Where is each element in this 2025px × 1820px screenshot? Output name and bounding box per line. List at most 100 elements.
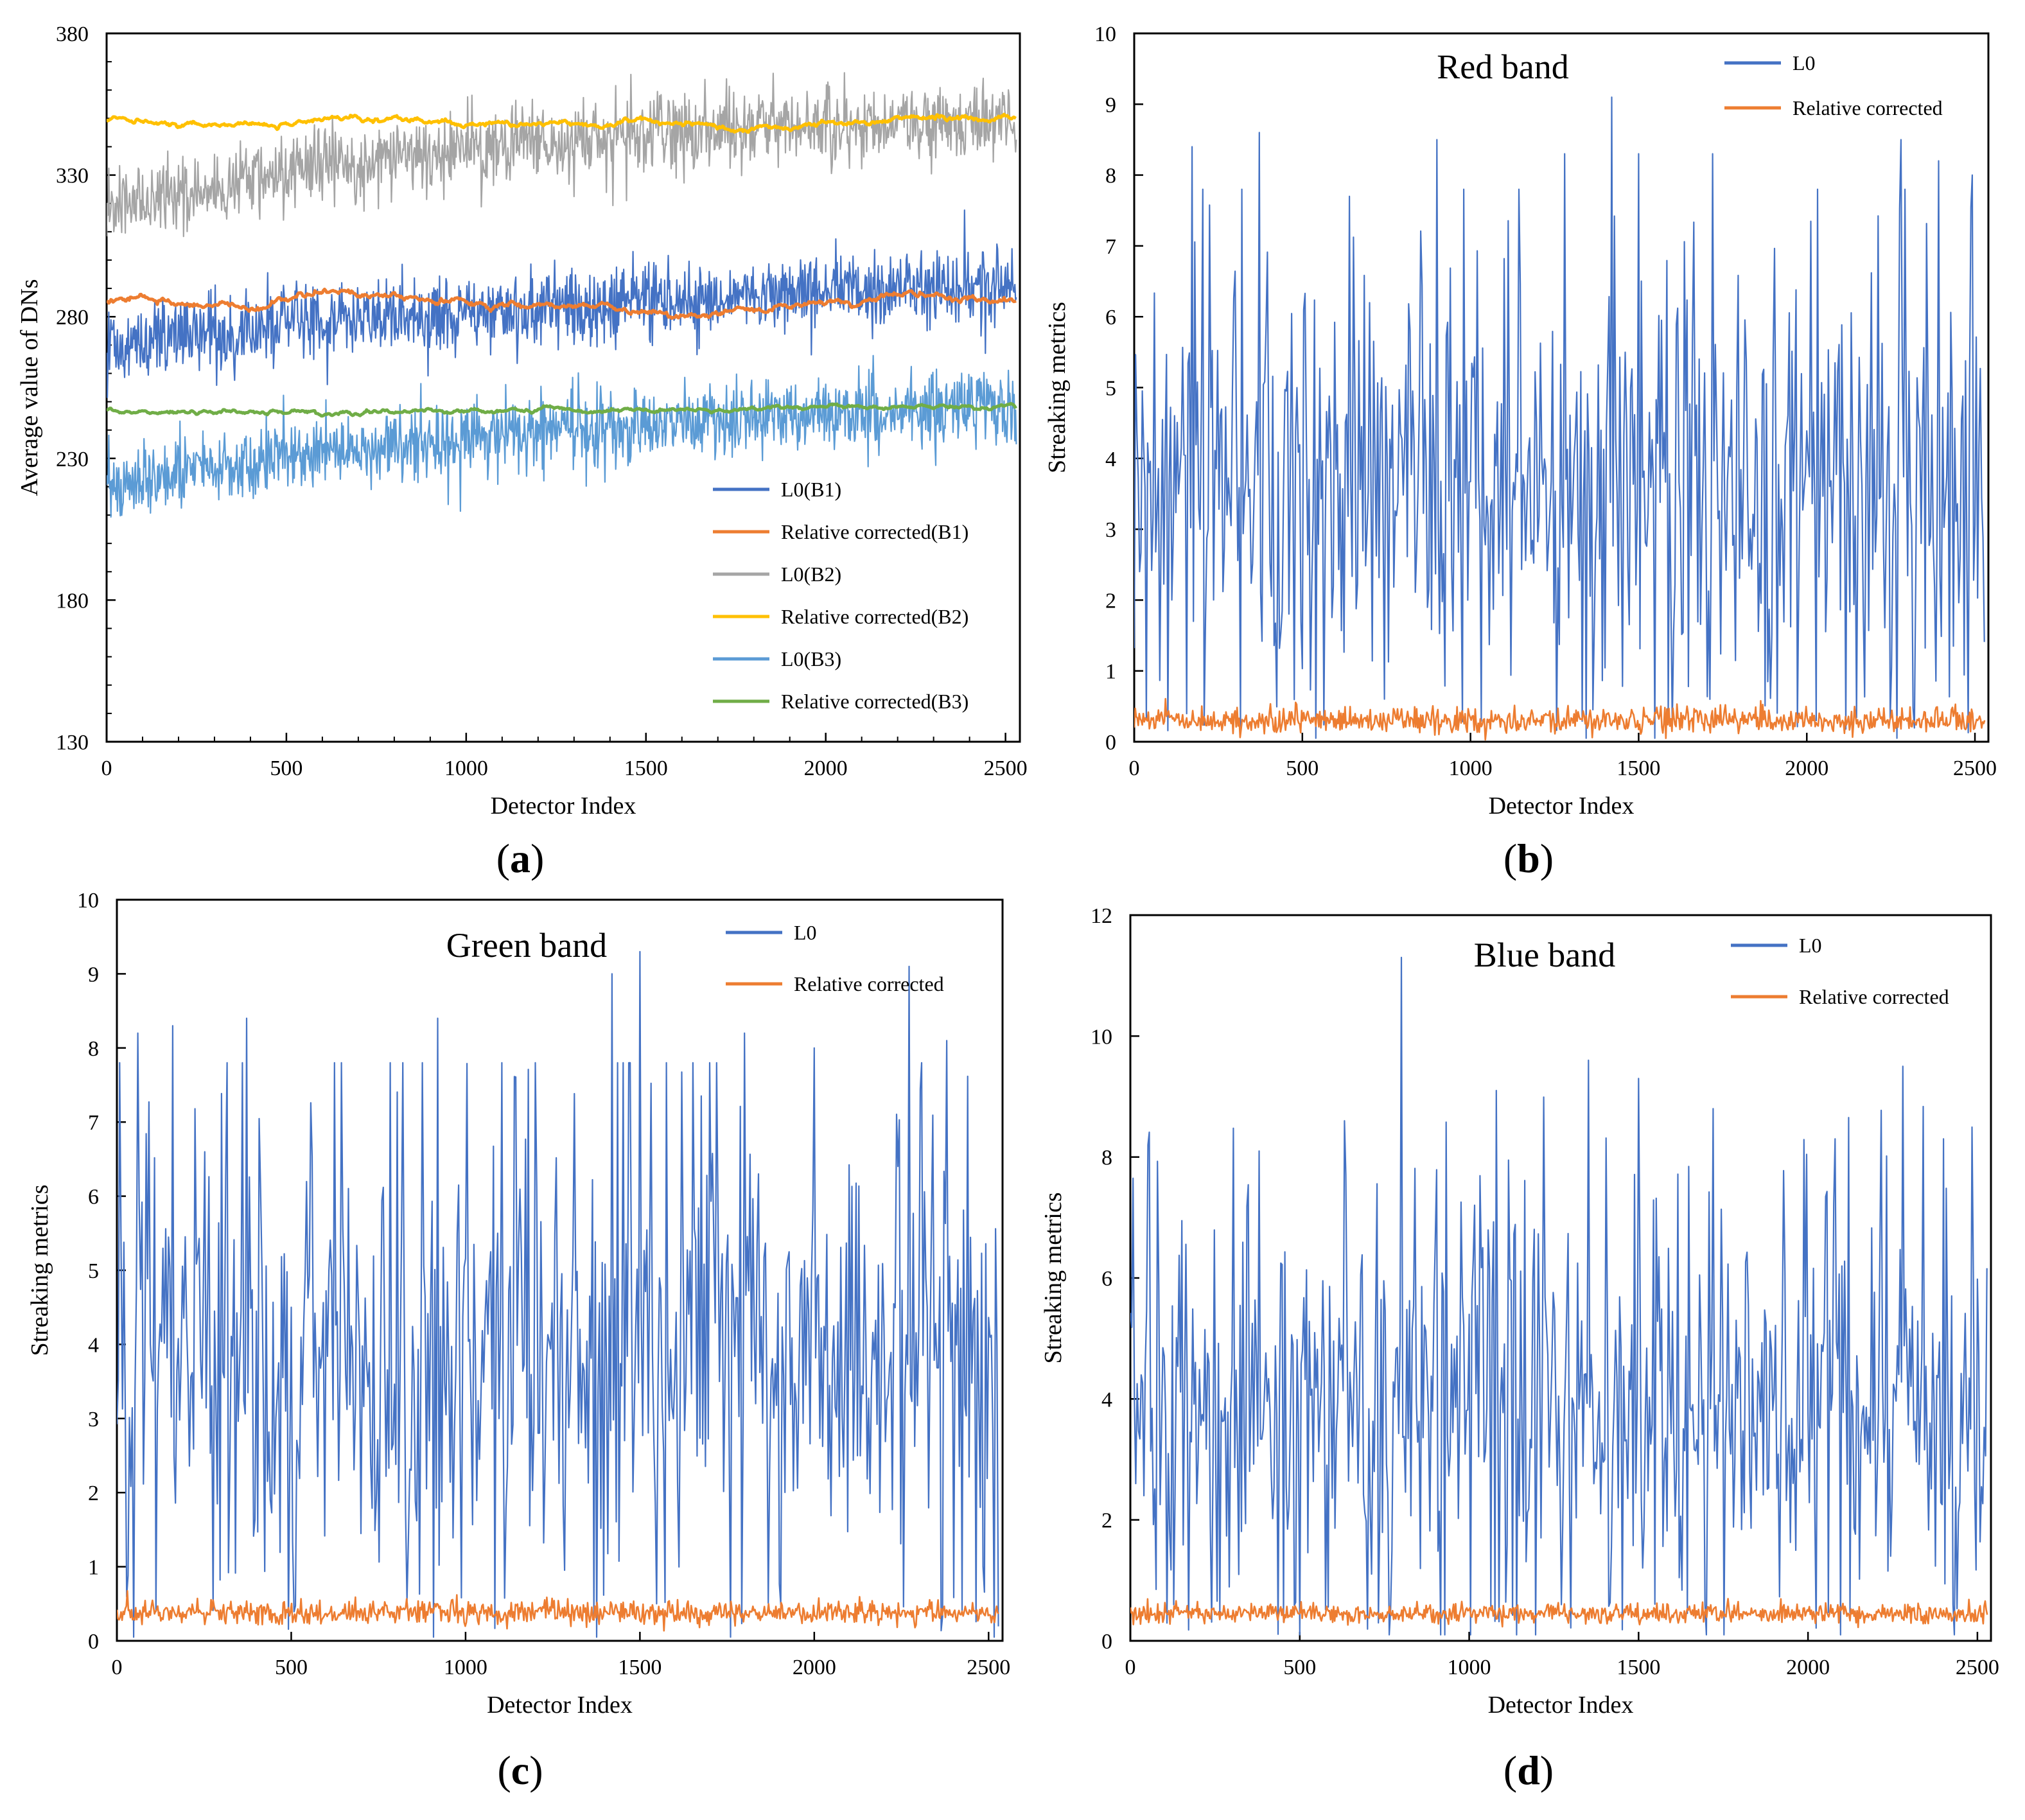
- chart-title: Green band: [446, 926, 607, 965]
- y-tick-label: 7: [88, 1111, 99, 1135]
- chart-title: Red band: [1437, 48, 1568, 86]
- legend-label: L0: [794, 921, 817, 944]
- legend-label: L0: [1799, 934, 1822, 957]
- legend-label: L0(B2): [781, 563, 841, 586]
- chart-panel-c: 0 1 2 3 4 5 6 7 8 9 10 0 500 1000 1500 2000 2500 Detector…: [0, 889, 1028, 1820]
- chart-panel-b: 0 1 2 3 4 5 6 7 8 9 10 0 500 1000 1500 2000 2500 Detector…: [1028, 0, 2025, 899]
- legend-label: Relative corrected(B2): [781, 605, 969, 628]
- y-tick-label: 9: [1105, 93, 1116, 117]
- y-tick-label: 6: [1101, 1267, 1112, 1291]
- legend-label: Relative corrected(B3): [781, 690, 969, 713]
- chart-title: Blue band: [1474, 936, 1615, 974]
- y-tick-label: 6: [1105, 306, 1116, 329]
- x-tick-label: 1500: [618, 1656, 662, 1679]
- series-line: [1134, 96, 1985, 739]
- series-line: [1134, 697, 1986, 741]
- x-tick-label: 2500: [1953, 757, 1997, 780]
- x-tick-label: 0: [101, 757, 112, 780]
- y-tick-label: 10: [1094, 22, 1116, 46]
- x-tick-label: 1000: [444, 757, 488, 780]
- y-axis-label: Streaking metrics: [26, 1185, 53, 1356]
- series-line: [117, 1589, 999, 1632]
- legend-label: Relative corrected: [1793, 96, 1943, 119]
- y-tick-label: 9: [88, 963, 99, 986]
- x-tick-label: 0: [1129, 757, 1140, 780]
- y-tick-label: 6: [88, 1186, 99, 1209]
- series-line: [107, 112, 1017, 134]
- x-tick-label: 2500: [967, 1656, 1010, 1679]
- chart-c: 0 1 2 3 4 5 6 7 8 9 10 0 500 1000 1500 2000 2500 Detector…: [26, 889, 1010, 1719]
- y-tick-label: 2: [1105, 589, 1116, 613]
- x-tick-label: 1000: [1449, 757, 1493, 780]
- series-line: [107, 72, 1017, 238]
- y-axis-label: Streaking metrics: [1040, 1193, 1067, 1364]
- series-line: [117, 950, 999, 1638]
- y-tick-label: 8: [1105, 164, 1116, 188]
- y-tick-label: 130: [56, 731, 89, 755]
- legend-label: Relative corrected(B1): [781, 520, 969, 543]
- y-tick-label: 7: [1105, 235, 1116, 259]
- x-tick-label: 500: [1283, 1656, 1316, 1679]
- y-tick-label: 330: [56, 164, 89, 188]
- x-tick-label: 500: [270, 757, 302, 780]
- y-tick-label: 380: [56, 22, 89, 46]
- caption-d: (d): [1503, 1747, 1554, 1793]
- x-tick-label: 2000: [1786, 1656, 1830, 1679]
- x-tick-label: 2000: [804, 757, 848, 780]
- x-tick-label: 1000: [444, 1656, 487, 1679]
- series-line: [1130, 1598, 1988, 1629]
- y-tick-label: 5: [88, 1259, 99, 1283]
- y-tick-label: 4: [88, 1333, 99, 1357]
- legend-label: L0(B3): [781, 647, 841, 670]
- x-tick-label: 0: [112, 1656, 123, 1679]
- x-tick-label: 2000: [1785, 757, 1828, 780]
- series-line: [1130, 956, 1988, 1636]
- x-tick-label: 0: [1125, 1656, 1136, 1679]
- y-tick-label: 3: [88, 1408, 99, 1431]
- x-tick-label: 1500: [1617, 1656, 1660, 1679]
- y-tick-label: 5: [1105, 377, 1116, 401]
- y-tick-label: 12: [1091, 904, 1112, 928]
- legend-label: Relative corrected: [1799, 985, 1949, 1008]
- y-tick-label: 1: [1105, 660, 1116, 684]
- caption-a: (a): [496, 836, 545, 881]
- legend-label: L0: [1793, 51, 1816, 74]
- y-tick-label: 10: [77, 889, 99, 913]
- y-tick-label: 8: [88, 1037, 99, 1061]
- chart-b: 0 1 2 3 4 5 6 7 8 9 10 0 500 1000 1500 2000 2500 Detector…: [1044, 22, 1997, 819]
- legend-label: L0(B1): [781, 478, 841, 501]
- x-tick-label: 500: [275, 1656, 308, 1679]
- plot-frame: [105, 32, 1021, 743]
- x-tick-label: 1000: [1448, 1656, 1491, 1679]
- y-tick-label: 4: [1105, 448, 1116, 471]
- x-tick-label: 500: [1286, 757, 1319, 780]
- y-tick-label: 0: [1105, 731, 1116, 755]
- x-tick-label: 2500: [984, 757, 1028, 780]
- y-tick-label: 8: [1101, 1146, 1112, 1170]
- x-tick-label: 2000: [793, 1656, 836, 1679]
- y-tick-label: 2: [1101, 1509, 1112, 1533]
- y-axis-label: Average value of DNs: [16, 279, 43, 496]
- series-line: [107, 402, 1017, 418]
- y-tick-label: 280: [56, 306, 89, 329]
- caption-c: (c): [497, 1747, 543, 1793]
- y-tick-label: 0: [1101, 1630, 1112, 1654]
- series-line: [107, 287, 1017, 320]
- chart-d: 0 2 4 6 8 10 12 0 500 1000 1500 2000 2500 Detector In…: [1040, 904, 1999, 1719]
- chart-panel-a: 130 180 230 280 330 380 0 500 1000 1500 2000 2500 De…: [0, 0, 1040, 899]
- legend-label: Relative corrected: [794, 972, 944, 995]
- y-tick-label: 230: [56, 448, 89, 471]
- x-axis-label: Detector Index: [487, 1692, 633, 1719]
- chart-panel-d: 0 2 4 6 8 10 12 0 500 1000 1500 2000 2500 Detector In…: [1028, 899, 2025, 1820]
- caption-b: (b): [1503, 836, 1554, 881]
- y-tick-label: 10: [1091, 1025, 1112, 1049]
- x-tick-label: 2500: [1956, 1656, 1999, 1679]
- x-tick-label: 1500: [624, 757, 668, 780]
- y-axis-label: Streaking metrics: [1044, 302, 1071, 473]
- y-tick-label: 0: [88, 1630, 99, 1654]
- x-axis-label: Detector Index: [1488, 1692, 1634, 1719]
- x-axis-label: Detector Index: [491, 792, 636, 819]
- series-line: [107, 209, 1017, 398]
- x-axis-label: Detector Index: [1489, 792, 1635, 819]
- chart-a: 130 180 230 280 330 380 0 500 1000 1500 2000 2500 De…: [16, 22, 1028, 819]
